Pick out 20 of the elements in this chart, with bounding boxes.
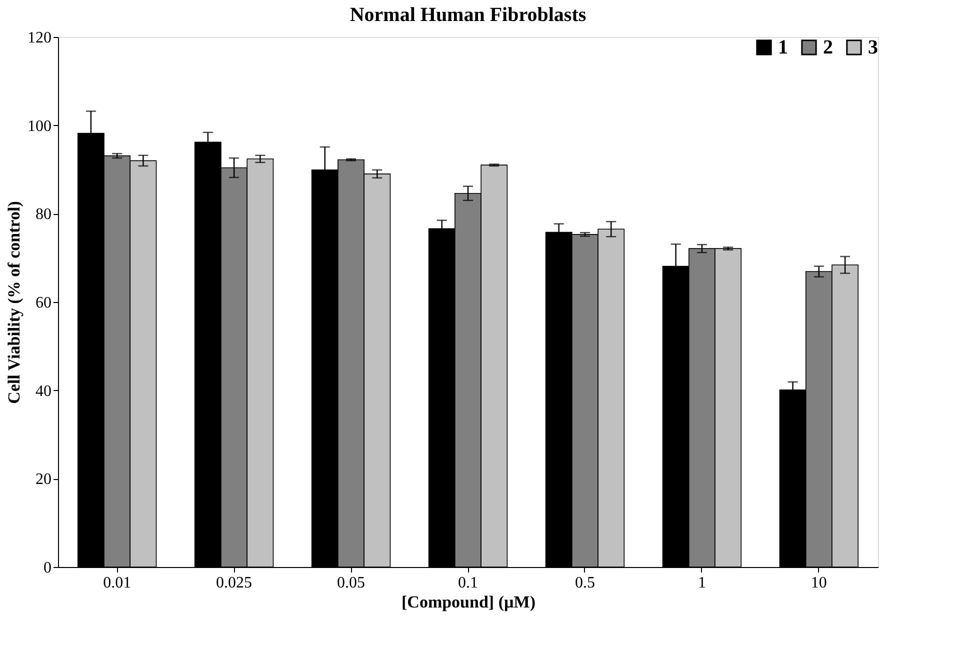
legend-label: 1 xyxy=(778,36,788,58)
y-tick-label: 80 xyxy=(36,206,52,224)
chart-title: Normal Human Fibroblasts xyxy=(350,4,586,26)
x-tick-label: 0.5 xyxy=(574,574,595,592)
x-axis-title: [Compound] (µM) xyxy=(402,592,536,612)
y-tick-label: 100 xyxy=(28,118,52,135)
y-tick-label: 120 xyxy=(28,30,52,46)
y-tick-label: 60 xyxy=(36,294,52,312)
legend-label: 2 xyxy=(823,36,833,58)
x-tick-label: 0.05 xyxy=(337,574,366,592)
x-tick-label: 0.025 xyxy=(216,574,252,592)
y-axis-title: Cell Viability (% of control) xyxy=(4,201,24,404)
x-tick-label: 0.1 xyxy=(458,574,478,592)
y-tick-label: 20 xyxy=(36,471,52,488)
legend-label: 3 xyxy=(868,36,878,58)
y-tick-label: 0 xyxy=(44,560,52,576)
x-tick-label: 1 xyxy=(698,574,706,592)
x-tick-label: 10 xyxy=(810,574,827,592)
y-tick-label: 40 xyxy=(36,382,52,400)
x-tick-label: 0.01 xyxy=(103,574,132,592)
